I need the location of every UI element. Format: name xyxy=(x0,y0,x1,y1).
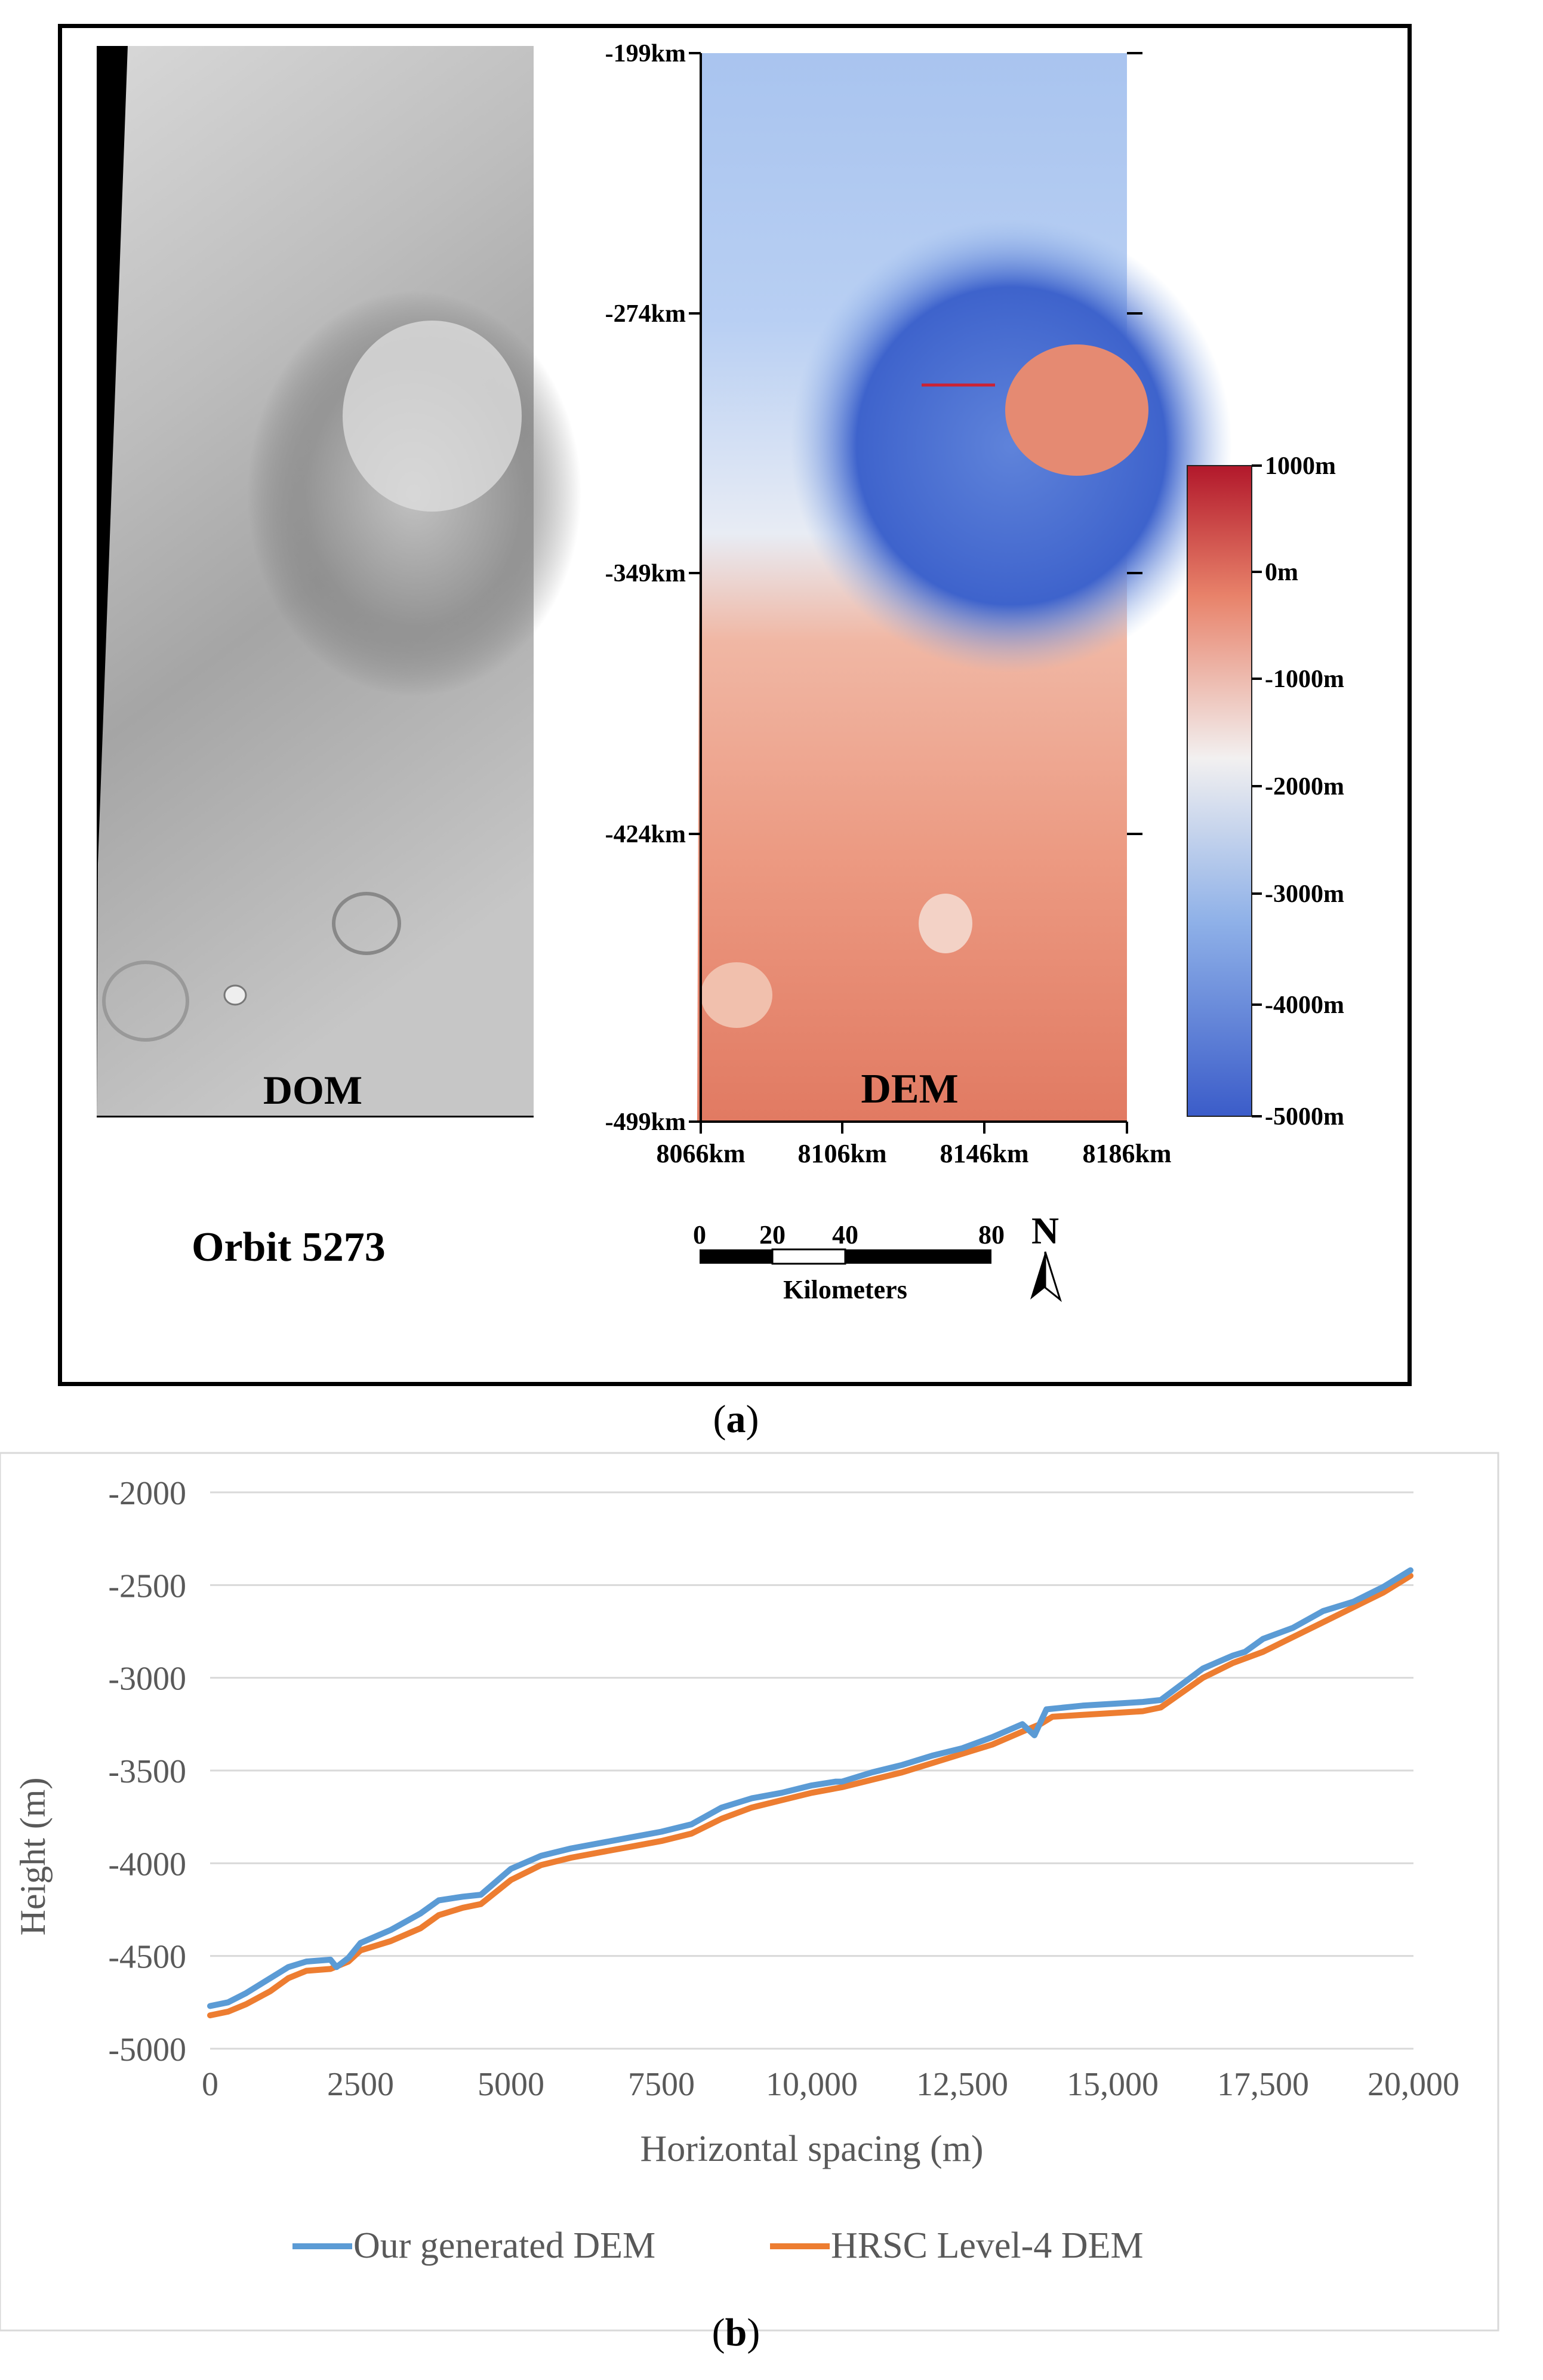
y-tick-label: -2500 xyxy=(108,1568,186,1605)
x-tick-label: 12,500 xyxy=(916,2066,1008,2103)
dem-x-tick-labels: 8066km 8106km 8146km 8186km xyxy=(656,1139,1171,1168)
scale-bar: 0 20 40 80 Kilometers xyxy=(693,1220,1005,1304)
series xyxy=(207,1567,1413,2019)
dom-image xyxy=(97,46,581,1117)
scale-units-label: Kilometers xyxy=(783,1275,907,1304)
y-tick-label: -2000 xyxy=(108,1475,186,1512)
gridlines xyxy=(210,1491,1413,1957)
dem-axes xyxy=(689,52,1142,1134)
y-tick-label: -3500 xyxy=(108,1753,186,1790)
dem-image xyxy=(697,53,1232,1122)
dem-y-tick: -349km xyxy=(605,560,686,587)
dom-label: DOM xyxy=(263,1067,362,1113)
x-tick-label: 15,000 xyxy=(1067,2066,1159,2103)
chart-area xyxy=(0,1452,1499,2332)
dem-y-tick: -274km xyxy=(605,300,686,328)
x-tick-label: 2500 xyxy=(327,2066,394,2103)
y-tick-label: -3000 xyxy=(108,1661,186,1698)
colorbar-tick: -1000m xyxy=(1265,666,1344,693)
panel-a-frame: DOM DEM xyxy=(58,24,1412,1386)
dem-x-tick: 8146km xyxy=(940,1139,1028,1168)
axes: -2000 -2500 -3000 -3500 -4000 -4500 -5000 0 2500… xyxy=(108,1475,1459,2103)
colorbar-tick: 1000m xyxy=(1265,452,1336,480)
y-tick-label: -5000 xyxy=(108,2031,186,2068)
dem-x-tick: 8106km xyxy=(797,1139,886,1168)
legend-label-hrsc: HRSC Level-4 DEM xyxy=(831,2225,1144,2266)
colorbar-tick: -2000m xyxy=(1265,773,1344,800)
y-tick-label: -4000 xyxy=(108,1846,186,1883)
dem-y-tick: -499km xyxy=(605,1109,686,1136)
scale-tick: 40 xyxy=(832,1220,858,1249)
colorbar-tick-labels: 1000m 0m -1000m -2000m -3000m -4000m -50… xyxy=(1265,452,1344,1131)
colorbar-ticks xyxy=(1252,464,1262,1117)
dem-y-tick: -199km xyxy=(605,40,686,67)
scale-tick: 80 xyxy=(978,1220,1005,1249)
series-line-hrsc-dem xyxy=(207,1572,1413,2019)
legend: Our generated DEM HRSC Level-4 DEM xyxy=(292,2225,1144,2266)
colorbar-tick: -5000m xyxy=(1265,1103,1344,1131)
dem-y-tick-labels: -199km -274km -349km -424km -499km xyxy=(605,40,686,1136)
y-tick-label: -4500 xyxy=(108,1939,186,1976)
caption-b-letter: b xyxy=(725,2311,747,2354)
orbit-label: Orbit 5273 xyxy=(192,1224,386,1270)
dem-label: DEM xyxy=(861,1066,958,1112)
legend-label-generated: Our generated DEM xyxy=(353,2225,655,2266)
north-label: N xyxy=(1031,1209,1059,1252)
series-line-generated-dem xyxy=(207,1567,1413,2009)
y-axis-label: Height (m) xyxy=(13,1778,53,1936)
x-tick-label: 7500 xyxy=(628,2066,695,2103)
x-tick-label: 0 xyxy=(202,2066,218,2103)
scale-tick: 0 xyxy=(693,1220,706,1249)
panel-a-figure: DOM DEM xyxy=(97,40,1344,1304)
x-tick-label: 20,000 xyxy=(1368,2066,1459,2103)
colorbar-tick: 0m xyxy=(1265,559,1298,586)
dem-y-tick: -424km xyxy=(605,821,686,848)
caption-a-letter: a xyxy=(726,1397,746,1441)
north-arrow-icon: N xyxy=(1030,1209,1062,1303)
dem-x-tick: 8066km xyxy=(656,1139,745,1168)
x-tick-label: 5000 xyxy=(478,2066,544,2103)
elevation-profile-chart: -2000 -2500 -3000 -3500 -4000 -4500 -5000 0 2500… xyxy=(0,1452,1499,2332)
caption-a: (a) xyxy=(713,1397,759,1441)
colorbar-tick: -4000m xyxy=(1265,992,1344,1019)
colorbar xyxy=(1187,465,1252,1117)
x-tick-label: 17,500 xyxy=(1217,2066,1309,2103)
x-axis-label: Horizontal spacing (m) xyxy=(640,2129,983,2169)
colorbar-tick: -3000m xyxy=(1265,880,1344,908)
dem-x-tick: 8186km xyxy=(1082,1139,1171,1168)
x-tick-label: 10,000 xyxy=(766,2066,858,2103)
caption-b: (b) xyxy=(712,2311,760,2354)
scale-tick: 20 xyxy=(759,1220,786,1249)
